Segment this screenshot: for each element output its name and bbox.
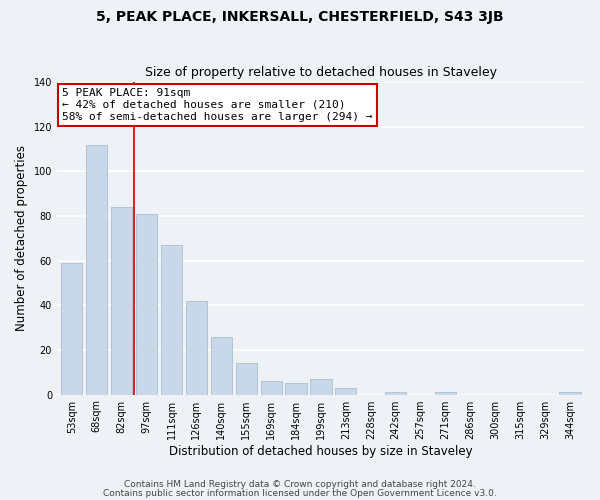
Text: Contains public sector information licensed under the Open Government Licence v3: Contains public sector information licen… (103, 488, 497, 498)
Bar (186, 301, 207, 394)
Bar (111, 207, 132, 394)
Bar (559, 392, 581, 394)
Bar (335, 388, 356, 394)
Bar (86, 144, 107, 394)
Bar (136, 214, 157, 394)
Bar (211, 336, 232, 394)
Text: 5 PEAK PLACE: 91sqm
← 42% of detached houses are smaller (210)
58% of semi-detac: 5 PEAK PLACE: 91sqm ← 42% of detached ho… (62, 88, 373, 122)
Bar (61, 263, 82, 394)
Bar (236, 364, 257, 394)
Title: Size of property relative to detached houses in Staveley: Size of property relative to detached ho… (145, 66, 497, 80)
Bar (286, 384, 307, 394)
Text: Contains HM Land Registry data © Crown copyright and database right 2024.: Contains HM Land Registry data © Crown c… (124, 480, 476, 489)
Bar (260, 381, 282, 394)
Y-axis label: Number of detached properties: Number of detached properties (15, 146, 28, 332)
Text: 5, PEAK PLACE, INKERSALL, CHESTERFIELD, S43 3JB: 5, PEAK PLACE, INKERSALL, CHESTERFIELD, … (96, 10, 504, 24)
Bar (310, 379, 332, 394)
Bar (161, 245, 182, 394)
X-axis label: Distribution of detached houses by size in Staveley: Distribution of detached houses by size … (169, 444, 473, 458)
Bar (435, 392, 456, 394)
Bar (385, 392, 406, 394)
